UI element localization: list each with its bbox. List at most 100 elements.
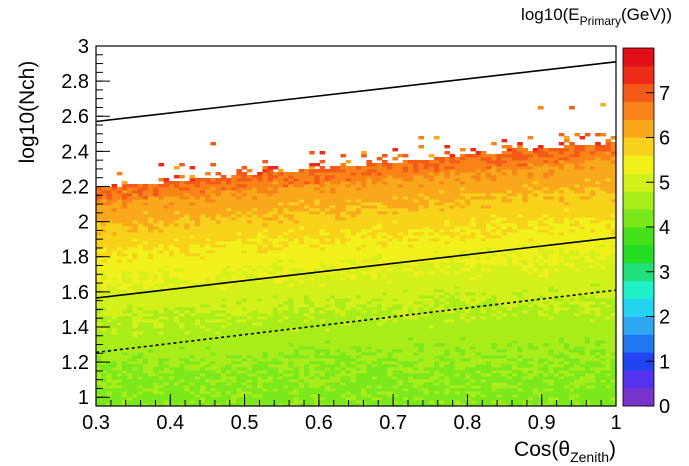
heatmap-cell	[319, 181, 326, 185]
heatmap-cell	[319, 391, 326, 395]
heatmap-cell	[241, 202, 248, 206]
heatmap-cell	[324, 382, 331, 386]
heatmap-cell	[122, 337, 128, 341]
heatmap-cell	[304, 298, 310, 302]
heatmap-cell	[293, 391, 300, 395]
heatmap-cell	[309, 340, 315, 344]
heatmap-cell	[200, 187, 206, 191]
heatmap-cell	[96, 283, 102, 287]
heatmap-cell	[314, 259, 320, 263]
heatmap-cell	[309, 346, 315, 350]
heatmap-cell	[402, 253, 409, 257]
heatmap-cell	[298, 376, 305, 380]
heatmap-cell	[309, 205, 315, 209]
heatmap-cell	[304, 355, 310, 359]
heatmap-cell	[101, 196, 107, 200]
heatmap-cell	[350, 292, 357, 296]
heatmap-cell	[179, 337, 185, 341]
heatmap-cell	[361, 325, 367, 329]
heatmap-cell	[153, 295, 159, 299]
heatmap-cell	[314, 178, 320, 182]
heatmap-cell	[236, 358, 242, 362]
heatmap-cell	[215, 355, 222, 359]
heatmap-cell	[272, 238, 279, 242]
heatmap-cell	[194, 376, 201, 380]
heatmap-cell	[366, 232, 372, 236]
heatmap-cell	[350, 376, 357, 380]
heatmap-cell	[158, 355, 164, 359]
heatmap-cell	[142, 367, 149, 371]
heatmap-cell	[96, 190, 102, 194]
heatmap-cell	[335, 184, 341, 188]
heatmap-cell	[335, 352, 341, 356]
heatmap-cell	[361, 277, 367, 281]
heatmap-cell	[392, 310, 398, 314]
heatmap-cell	[319, 220, 326, 224]
heatmap-cell	[408, 163, 414, 167]
heatmap-cell	[200, 289, 206, 293]
heatmap-cell	[142, 319, 149, 323]
heatmap-cell	[148, 358, 154, 362]
heatmap-cell	[382, 163, 388, 167]
heatmap-cell	[350, 217, 357, 221]
heatmap-cell	[371, 190, 378, 194]
heatmap-cell	[335, 220, 341, 224]
heatmap-cell	[158, 382, 164, 386]
heatmap-cell	[361, 370, 367, 374]
heatmap-cell	[226, 292, 232, 296]
heatmap-cell	[153, 190, 159, 194]
heatmap-cell	[184, 247, 190, 251]
heatmap-cell	[205, 217, 211, 221]
heatmap-cell	[392, 169, 398, 173]
heatmap-cell	[340, 397, 346, 401]
heatmap-cell	[293, 307, 300, 311]
heatmap-cell	[267, 175, 274, 179]
heatmap-cell	[298, 325, 305, 329]
heatmap-cell	[418, 295, 424, 299]
heatmap-cell	[397, 286, 404, 290]
heatmap-cell	[210, 355, 216, 359]
heatmap-cell	[324, 250, 331, 254]
heatmap-cell	[142, 202, 149, 206]
heatmap-cell	[179, 295, 185, 299]
heatmap-cell	[236, 268, 242, 272]
heatmap-cell	[231, 205, 237, 209]
heatmap-cell	[387, 304, 393, 308]
heatmap-cell	[137, 391, 144, 395]
heatmap-cell	[137, 373, 144, 377]
heatmap-cell	[174, 286, 180, 290]
heatmap-cell	[413, 289, 419, 293]
heatmap-cell	[174, 358, 180, 362]
heatmap-cell	[304, 274, 310, 278]
heatmap-cell	[361, 235, 367, 239]
heatmap-cell	[298, 310, 305, 314]
heatmap-cell	[194, 229, 201, 233]
heatmap-cell	[236, 316, 242, 320]
heatmap-cell	[418, 163, 424, 167]
heatmap-cell	[252, 265, 258, 269]
heatmap-cell	[413, 256, 419, 260]
heatmap-cell	[153, 265, 159, 269]
heatmap-cell	[116, 328, 123, 332]
heatmap-cell	[408, 382, 414, 386]
heatmap-cell	[376, 211, 383, 215]
heatmap-cell	[184, 280, 190, 284]
heatmap-cell	[293, 298, 300, 302]
heatmap-cell	[423, 385, 430, 389]
heatmap-cell	[122, 391, 128, 395]
heatmap-cell	[366, 286, 372, 290]
heatmap-cell	[220, 205, 227, 209]
heatmap-cell	[189, 295, 196, 299]
heatmap-cell	[324, 352, 331, 356]
heatmap-cell	[304, 316, 310, 320]
heatmap-cell	[236, 376, 242, 380]
heatmap-cell	[340, 247, 346, 251]
heatmap-cell	[252, 346, 258, 350]
heatmap-cell	[262, 226, 268, 230]
heatmap-cell	[350, 256, 357, 260]
heatmap-cell	[174, 301, 180, 305]
heatmap-cell	[278, 205, 284, 209]
heatmap-cell	[267, 190, 274, 194]
heatmap-cell	[189, 391, 196, 395]
heatmap-cell	[231, 379, 237, 383]
